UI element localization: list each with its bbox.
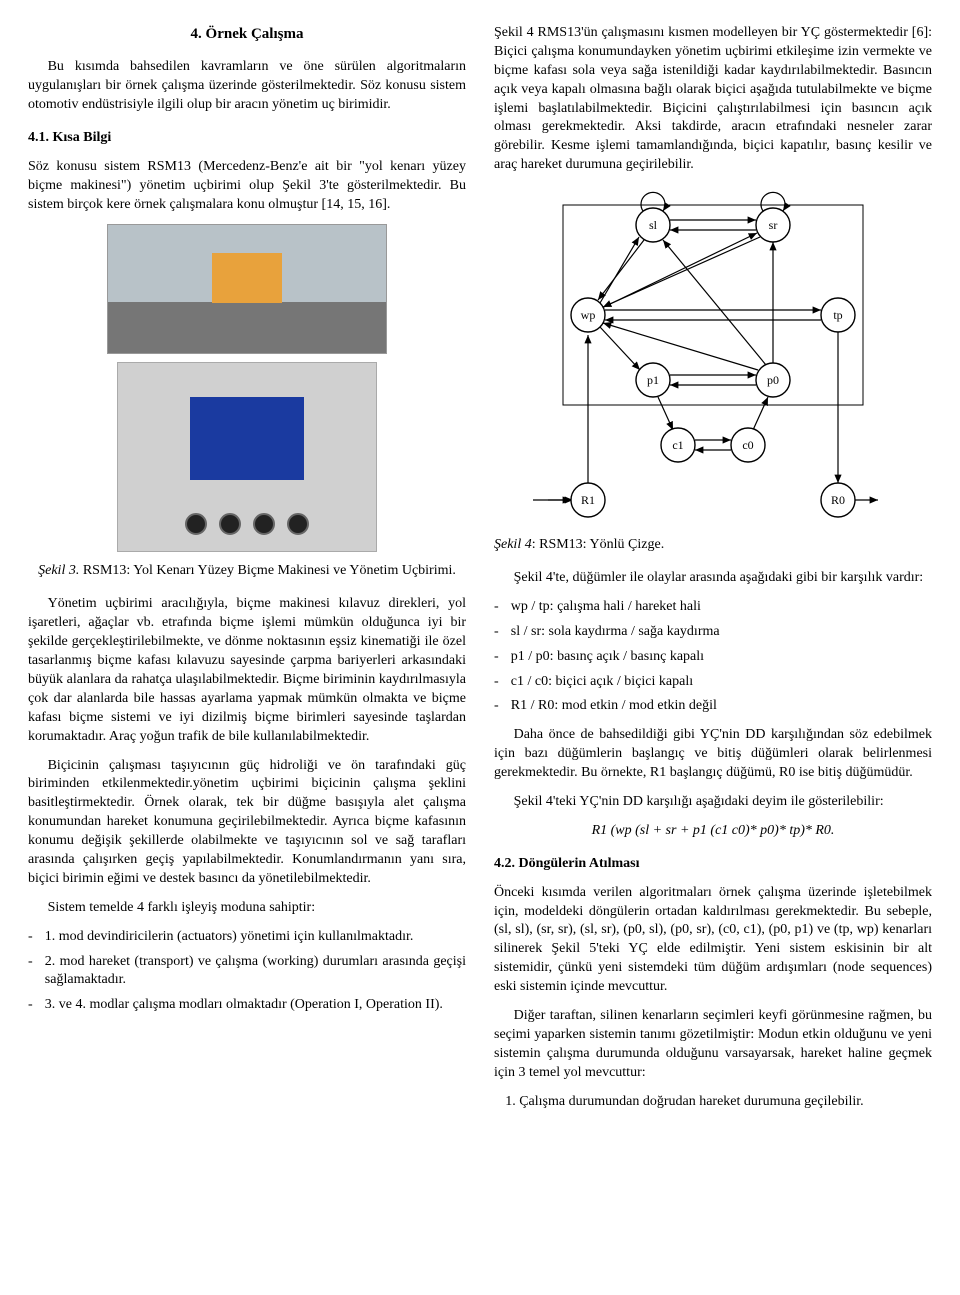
mode-item-1: 1. mod devindiricilerin (actuators) yöne… [45, 928, 466, 947]
pair-5: R1 / R0: mod etkin / mod etkin değil [511, 697, 932, 716]
mode-item-3: 3. ve 4. modlar çalışma modları olmaktad… [45, 996, 466, 1015]
fig4-label-rest: : RSM13: Yönlü Çizge. [532, 537, 665, 552]
section-4-2-title: 4.2. Döngülerin Atılması [494, 855, 932, 874]
pair-2: sl / sr: sola kaydırma / sağa kaydırma [511, 623, 932, 642]
pairs-list: wp / tp: çalışma hali / hareket hali sl … [494, 598, 932, 716]
dd-paragraph: Daha önce de bahsedildiği gibi YÇ'nin DD… [494, 726, 932, 783]
svg-text:R1: R1 [581, 493, 595, 507]
svg-text:sr: sr [769, 218, 778, 232]
regex-expression: R1 (wp (sl + sr + p1 (c1 c0)* p0)* tp)* … [494, 822, 932, 841]
pair-3: p1 / p0: basınç açık / basınç kapalı [511, 648, 932, 667]
mode-item-2: 2. mod hareket (transport) ve çalışma (w… [45, 953, 466, 991]
svg-text:wp: wp [581, 308, 596, 322]
regex-intro: Şekil 4'teki YÇ'nin DD karşılığı aşağıda… [494, 793, 932, 812]
figure-3-photo [107, 224, 387, 354]
section-4-1-title: 4.1. Kısa Bilgi [28, 129, 466, 148]
right-column: Şekil 4 RMS13'ün çalışmasını kısmen mode… [494, 24, 932, 1122]
section-4-1-p1: Söz konusu sistem RSM13 (Mercedenz-Benz'… [28, 158, 466, 215]
section-4-2-list-item-1: Çalışma durumundan doğrudan hareket duru… [519, 1093, 932, 1112]
section-4-title: 4. Örnek Çalışma [28, 24, 466, 44]
pair-4: c1 / c0: biçici açık / biçici kapalı [511, 673, 932, 692]
pair-1: wp / tp: çalışma hali / hareket hali [511, 598, 932, 617]
after-fig4-p: Şekil 4'te, düğümler ile olaylar arasınd… [494, 569, 932, 588]
svg-text:sl: sl [649, 218, 658, 232]
after-fig3-p1: Yönetim uçbirimi aracılığıyla, biçme mak… [28, 595, 466, 746]
svg-text:c1: c1 [672, 438, 683, 452]
modes-intro: Sistem temelde 4 farklı işleyiş moduna s… [28, 899, 466, 918]
figure-4-graph: sl sr wp tp p1 p0 c1 c0 R1 R0 [528, 185, 898, 530]
modes-list: 1. mod devindiricilerin (actuators) yöne… [28, 928, 466, 1016]
section-4-2-list: Çalışma durumundan doğrudan hareket duru… [494, 1093, 932, 1112]
svg-text:R0: R0 [831, 493, 845, 507]
svg-text:p0: p0 [767, 373, 779, 387]
section-4-intro: Bu kısımda bahsedilen kavramların ve öne… [28, 58, 466, 115]
left-column: 4. Örnek Çalışma Bu kısımda bahsedilen k… [28, 24, 466, 1122]
section-4-2-p2: Diğer taraftan, silinen kenarların seçim… [494, 1007, 932, 1083]
after-fig3-p2: Biçicinin çalışması taşıyıcının güç hidr… [28, 757, 466, 889]
fig4-label-italic: Şekil 4 [494, 537, 532, 552]
section-4-2-p1: Önceki kısımda verilen algoritmaları örn… [494, 884, 932, 997]
right-p1: Şekil 4 RMS13'ün çalışmasını kısmen mode… [494, 24, 932, 175]
fig3-label-rest: RSM13: Yol Kenarı Yüzey Biçme Makinesi v… [79, 563, 456, 578]
fig3-label-italic: Şekil 3. [38, 563, 79, 578]
figure-3-caption: Şekil 3. RSM13: Yol Kenarı Yüzey Biçme M… [28, 562, 466, 581]
svg-text:p1: p1 [647, 373, 659, 387]
figure-4-caption: Şekil 4: RSM13: Yönlü Çizge. [494, 536, 932, 555]
svg-text:c0: c0 [742, 438, 753, 452]
figure-3-panel [117, 362, 377, 552]
svg-text:tp: tp [833, 308, 842, 322]
